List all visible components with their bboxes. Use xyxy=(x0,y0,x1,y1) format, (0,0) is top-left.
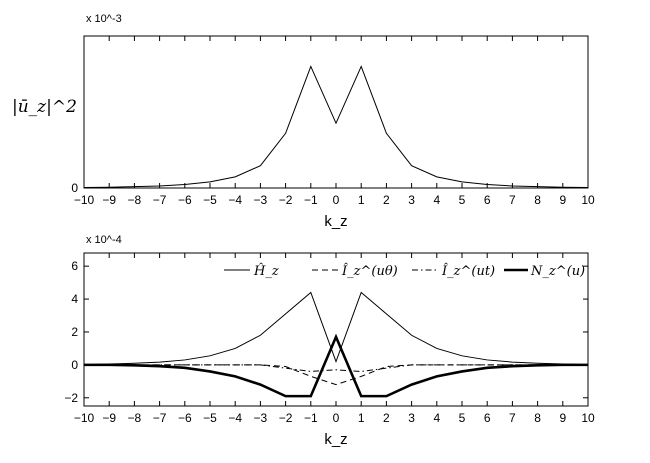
top-x-tick-label: −2 xyxy=(279,193,293,207)
top-x-tick-label: 6 xyxy=(484,193,491,207)
legend-label-n: N_z^(u) xyxy=(530,264,585,279)
bottom-x-tick-label: −6 xyxy=(178,411,192,425)
bottom-series-line-4 xyxy=(84,333,588,398)
bottom-x-tick-label: −7 xyxy=(153,411,167,425)
bottom-y-tick-label: 6 xyxy=(71,259,78,273)
bottom-x-tick-label: 9 xyxy=(559,411,566,425)
bottom-x-tick-label: −1 xyxy=(304,411,318,425)
top-y-ticks: 00.511.5 xyxy=(71,181,588,195)
top-series xyxy=(83,65,589,188)
bottom-x-tick-label: 10 xyxy=(581,411,595,425)
bottom-series-line-3 xyxy=(84,364,588,372)
bottom-x-tick-label: −2 xyxy=(279,411,293,425)
bottom-x-ticks: −10 −9 −8 −7 −6 −5 −4 −3 −2 −1 0 1 2 3 4 5 6 7 8 9 10 xyxy=(74,253,595,425)
bottom-plot-frame xyxy=(83,252,589,407)
top-x-tick-label: 5 xyxy=(459,193,466,207)
top-series-line-1 xyxy=(83,65,589,188)
bottom-x-tick-label: 8 xyxy=(534,411,541,425)
top-x-ticks: −10 −9 −8 −7 −6 −5 −4 −3 −2 −1 0 1 2 3 4 5 6 7 8 9 10 xyxy=(74,36,595,207)
bottom-x-tick-label: −3 xyxy=(254,411,268,425)
bottom-y-exponent: x 10^-4 xyxy=(86,234,122,246)
bottom-y-tick-label: 2 xyxy=(71,325,78,339)
bottom-x-axis-label: k_z xyxy=(324,431,347,448)
top-x-axis-label: k_z xyxy=(324,213,347,230)
legend-label-i-utheta: Î_z^(uθ) xyxy=(341,263,398,279)
bottom-x-tick-label: −4 xyxy=(228,411,242,425)
bottom-series-line-1 xyxy=(83,291,589,366)
top-x-tick-label: 9 xyxy=(559,193,566,207)
bottom-x-tick-label: −5 xyxy=(203,411,217,425)
bottom-x-tick-label: 4 xyxy=(433,411,440,425)
top-x-tick-label: −7 xyxy=(153,193,167,207)
bottom-y-tick-label: 0 xyxy=(71,358,78,372)
legend: Ĥ_z Î_z^(uθ) Î_z^(ut) N_z^(u) xyxy=(224,263,585,279)
top-y-axis-label: |ū_z|^2 xyxy=(12,97,77,117)
top-x-tick-label: 8 xyxy=(534,193,541,207)
top-x-tick-label: −6 xyxy=(178,193,192,207)
top-x-tick-label: −10 xyxy=(74,193,95,207)
top-x-tick-label: 0 xyxy=(333,193,340,207)
top-panel: 00.511.5 −10−9−8−7−6−5−4−3−2−10123456789… xyxy=(12,13,595,230)
bottom-series-line-2 xyxy=(84,364,588,386)
top-x-tick-label: −9 xyxy=(102,193,116,207)
top-x-tick-label: 4 xyxy=(433,193,440,207)
bottom-y-tick-label: −2 xyxy=(64,391,78,405)
bottom-x-tick-label: 1 xyxy=(358,411,365,425)
legend-label-h: Ĥ_z xyxy=(253,263,279,279)
top-x-tick-label: −1 xyxy=(304,193,318,207)
bottom-y-ticks: −2 0 2 4 6 xyxy=(64,259,588,405)
top-x-tick-label: −8 xyxy=(128,193,142,207)
top-x-tick-label: 2 xyxy=(383,193,390,207)
top-x-tick-label: −5 xyxy=(203,193,217,207)
top-plot-frame xyxy=(83,35,589,189)
bottom-x-tick-label: −10 xyxy=(74,411,95,425)
top-y-exponent: x 10^-3 xyxy=(86,13,122,25)
top-x-tick-label: 7 xyxy=(509,193,516,207)
bottom-x-tick-label: −8 xyxy=(128,411,142,425)
legend-label-i-ut: Î_z^(ut) xyxy=(441,263,495,279)
top-x-tick-label: 3 xyxy=(408,193,415,207)
bottom-x-tick-label: 7 xyxy=(509,411,516,425)
bottom-x-tick-label: 0 xyxy=(333,411,340,425)
top-x-tick-label: 10 xyxy=(581,193,595,207)
bottom-x-tick-label: 6 xyxy=(484,411,491,425)
bottom-series xyxy=(83,291,589,398)
bottom-y-tick-label: 4 xyxy=(71,292,78,306)
bottom-x-tick-label: 2 xyxy=(383,411,390,425)
top-x-tick-label: 1 xyxy=(358,193,365,207)
bottom-x-tick-label: 3 xyxy=(408,411,415,425)
bottom-x-tick-label: 5 xyxy=(459,411,466,425)
bottom-x-tick-label: −9 xyxy=(102,411,116,425)
top-x-tick-label: −4 xyxy=(228,193,242,207)
top-x-tick-label: −3 xyxy=(254,193,268,207)
top-y-tick-label: 0 xyxy=(71,181,78,195)
